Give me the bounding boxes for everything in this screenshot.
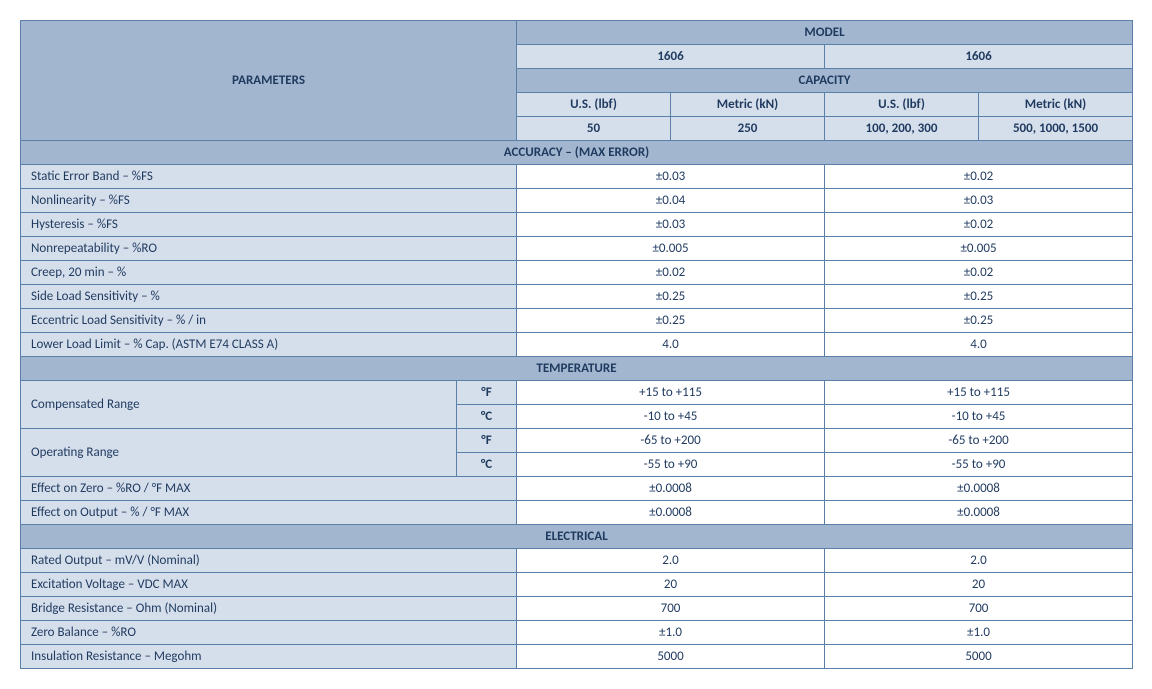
val-eccentric-b: ±0.25	[825, 309, 1133, 333]
val-hysteresis-a: ±0.03	[517, 213, 825, 237]
val-creep-a: ±0.02	[517, 261, 825, 285]
val-zero-balance-b: ±1.0	[825, 621, 1133, 645]
model-header: MODEL	[517, 21, 1133, 45]
cap-a-metric-val: 250	[671, 117, 825, 141]
label-static-error: Static Error Band – %FS	[21, 165, 517, 189]
val-comp-f-b: +15 to +115	[825, 381, 1133, 405]
val-op-f-b: -65 to +200	[825, 429, 1133, 453]
unit-comp-f: °F	[457, 381, 517, 405]
val-sideload-a: ±0.25	[517, 285, 825, 309]
val-static-error-b: ±0.02	[825, 165, 1133, 189]
val-lowerload-b: 4.0	[825, 333, 1133, 357]
model-b: 1606	[825, 45, 1133, 69]
val-effect-zero-a: ±0.0008	[517, 477, 825, 501]
row-sideload: Side Load Sensitivity – % ±0.25 ±0.25	[21, 285, 1133, 309]
row-static-error: Static Error Band – %FS ±0.03 ±0.02	[21, 165, 1133, 189]
row-effect-output: Effect on Output – % / °F MAX ±0.0008 ±0…	[21, 501, 1133, 525]
val-comp-f-a: +15 to +115	[517, 381, 825, 405]
label-lowerload: Lower Load Limit – % Cap. (ASTM E74 CLAS…	[21, 333, 517, 357]
row-effect-zero: Effect on Zero – %RO / °F MAX ±0.0008 ±0…	[21, 477, 1133, 501]
val-op-c-b: -55 to +90	[825, 453, 1133, 477]
row-bridge: Bridge Resistance – Ohm (Nominal) 700 70…	[21, 597, 1133, 621]
parameters-header: PARAMETERS	[21, 21, 517, 141]
label-hysteresis: Hysteresis – %FS	[21, 213, 517, 237]
label-sideload: Side Load Sensitivity – %	[21, 285, 517, 309]
unit-comp-c: °C	[457, 405, 517, 429]
cap-b-metric-hdr: Metric (kN)	[979, 93, 1133, 117]
cap-a-metric-hdr: Metric (kN)	[671, 93, 825, 117]
val-effect-output-b: ±0.0008	[825, 501, 1133, 525]
unit-op-c: °C	[457, 453, 517, 477]
val-excitation-a: 20	[517, 573, 825, 597]
temperature-section-header: TEMPERATURE	[21, 357, 1133, 381]
val-sideload-b: ±0.25	[825, 285, 1133, 309]
label-rated-output: Rated Output – mV/V (Nominal)	[21, 549, 517, 573]
label-nonrepeat: Nonrepeatability – %RO	[21, 237, 517, 261]
header-row-1: PARAMETERS MODEL	[21, 21, 1133, 45]
row-eccentric: Eccentric Load Sensitivity – % / in ±0.2…	[21, 309, 1133, 333]
val-comp-c-b: -10 to +45	[825, 405, 1133, 429]
label-effect-output: Effect on Output – % / °F MAX	[21, 501, 517, 525]
val-hysteresis-b: ±0.02	[825, 213, 1133, 237]
row-op-f: Operating Range °F -65 to +200 -65 to +2…	[21, 429, 1133, 453]
label-eccentric: Eccentric Load Sensitivity – % / in	[21, 309, 517, 333]
row-comp-f: Compensated Range °F +15 to +115 +15 to …	[21, 381, 1133, 405]
val-comp-c-a: -10 to +45	[517, 405, 825, 429]
label-creep: Creep, 20 min – %	[21, 261, 517, 285]
cap-b-metric-val: 500, 1000, 1500	[979, 117, 1133, 141]
val-lowerload-a: 4.0	[517, 333, 825, 357]
val-static-error-a: ±0.03	[517, 165, 825, 189]
val-effect-output-a: ±0.0008	[517, 501, 825, 525]
val-eccentric-a: ±0.25	[517, 309, 825, 333]
val-excitation-b: 20	[825, 573, 1133, 597]
cap-b-us-val: 100, 200, 300	[825, 117, 979, 141]
label-bridge: Bridge Resistance – Ohm (Nominal)	[21, 597, 517, 621]
label-comp-range: Compensated Range	[21, 381, 457, 429]
val-bridge-a: 700	[517, 597, 825, 621]
label-op-range: Operating Range	[21, 429, 457, 477]
electrical-section-header: ELECTRICAL	[21, 525, 1133, 549]
label-excitation: Excitation Voltage – VDC MAX	[21, 573, 517, 597]
row-rated-output: Rated Output – mV/V (Nominal) 2.0 2.0	[21, 549, 1133, 573]
accuracy-section-header: ACCURACY – (MAX ERROR)	[21, 141, 1133, 165]
val-zero-balance-a: ±1.0	[517, 621, 825, 645]
cap-a-us-hdr: U.S. (lbf)	[517, 93, 671, 117]
row-creep: Creep, 20 min – % ±0.02 ±0.02	[21, 261, 1133, 285]
val-nonlinearity-a: ±0.04	[517, 189, 825, 213]
label-nonlinearity: Nonlinearity – %FS	[21, 189, 517, 213]
row-lowerload: Lower Load Limit – % Cap. (ASTM E74 CLAS…	[21, 333, 1133, 357]
cap-a-us-val: 50	[517, 117, 671, 141]
capacity-header: CAPACITY	[517, 69, 1133, 93]
unit-op-f: °F	[457, 429, 517, 453]
row-zero-balance: Zero Balance – %RO ±1.0 ±1.0	[21, 621, 1133, 645]
val-rated-output-b: 2.0	[825, 549, 1133, 573]
val-nonrepeat-b: ±0.005	[825, 237, 1133, 261]
val-effect-zero-b: ±0.0008	[825, 477, 1133, 501]
val-creep-b: ±0.02	[825, 261, 1133, 285]
val-op-f-a: -65 to +200	[517, 429, 825, 453]
row-hysteresis: Hysteresis – %FS ±0.03 ±0.02	[21, 213, 1133, 237]
val-op-c-a: -55 to +90	[517, 453, 825, 477]
val-rated-output-a: 2.0	[517, 549, 825, 573]
specifications-table: PARAMETERS MODEL 1606 1606 CAPACITY U.S.…	[20, 20, 1133, 669]
row-excitation: Excitation Voltage – VDC MAX 20 20	[21, 573, 1133, 597]
model-a: 1606	[517, 45, 825, 69]
val-nonlinearity-b: ±0.03	[825, 189, 1133, 213]
row-nonrepeat: Nonrepeatability – %RO ±0.005 ±0.005	[21, 237, 1133, 261]
val-nonrepeat-a: ±0.005	[517, 237, 825, 261]
cap-b-us-hdr: U.S. (lbf)	[825, 93, 979, 117]
row-nonlinearity: Nonlinearity – %FS ±0.04 ±0.03	[21, 189, 1133, 213]
label-effect-zero: Effect on Zero – %RO / °F MAX	[21, 477, 517, 501]
label-zero-balance: Zero Balance – %RO	[21, 621, 517, 645]
val-bridge-b: 700	[825, 597, 1133, 621]
